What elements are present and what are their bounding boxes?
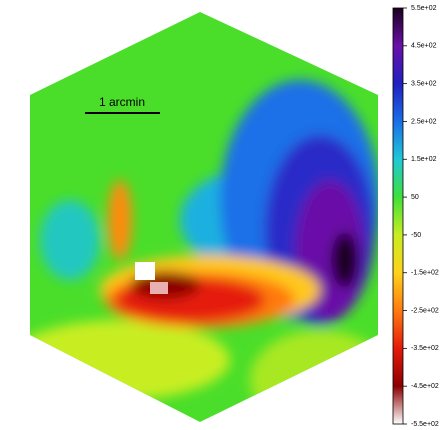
colorbar-tick-label: 50	[411, 194, 419, 201]
colorbar-tick-label: 5.5e+02	[411, 5, 437, 12]
colorbar-tick-label: -5.5e+02	[411, 421, 439, 428]
colorbar-tick-label: 1.5e+02	[411, 156, 437, 163]
colorbar-tick-label: -50	[411, 232, 421, 239]
colorbar-tick-label: -4.5e+02	[411, 383, 439, 390]
velocity-map	[30, 12, 378, 422]
scale-label: 1 arcmin	[99, 95, 145, 109]
colorbar-tick-label: -2.5e+02	[411, 307, 439, 314]
colorbar-tick-label: 3.5e+02	[411, 80, 437, 87]
colorbar-tick-label: -3.5e+02	[411, 345, 439, 352]
colorbar-tick-label: 2.5e+02	[411, 118, 437, 125]
colorbar	[392, 7, 404, 425]
colorbar-tick-label: 4.5e+02	[411, 43, 437, 50]
colorbar-tick-label: -1.5e+02	[411, 270, 439, 277]
